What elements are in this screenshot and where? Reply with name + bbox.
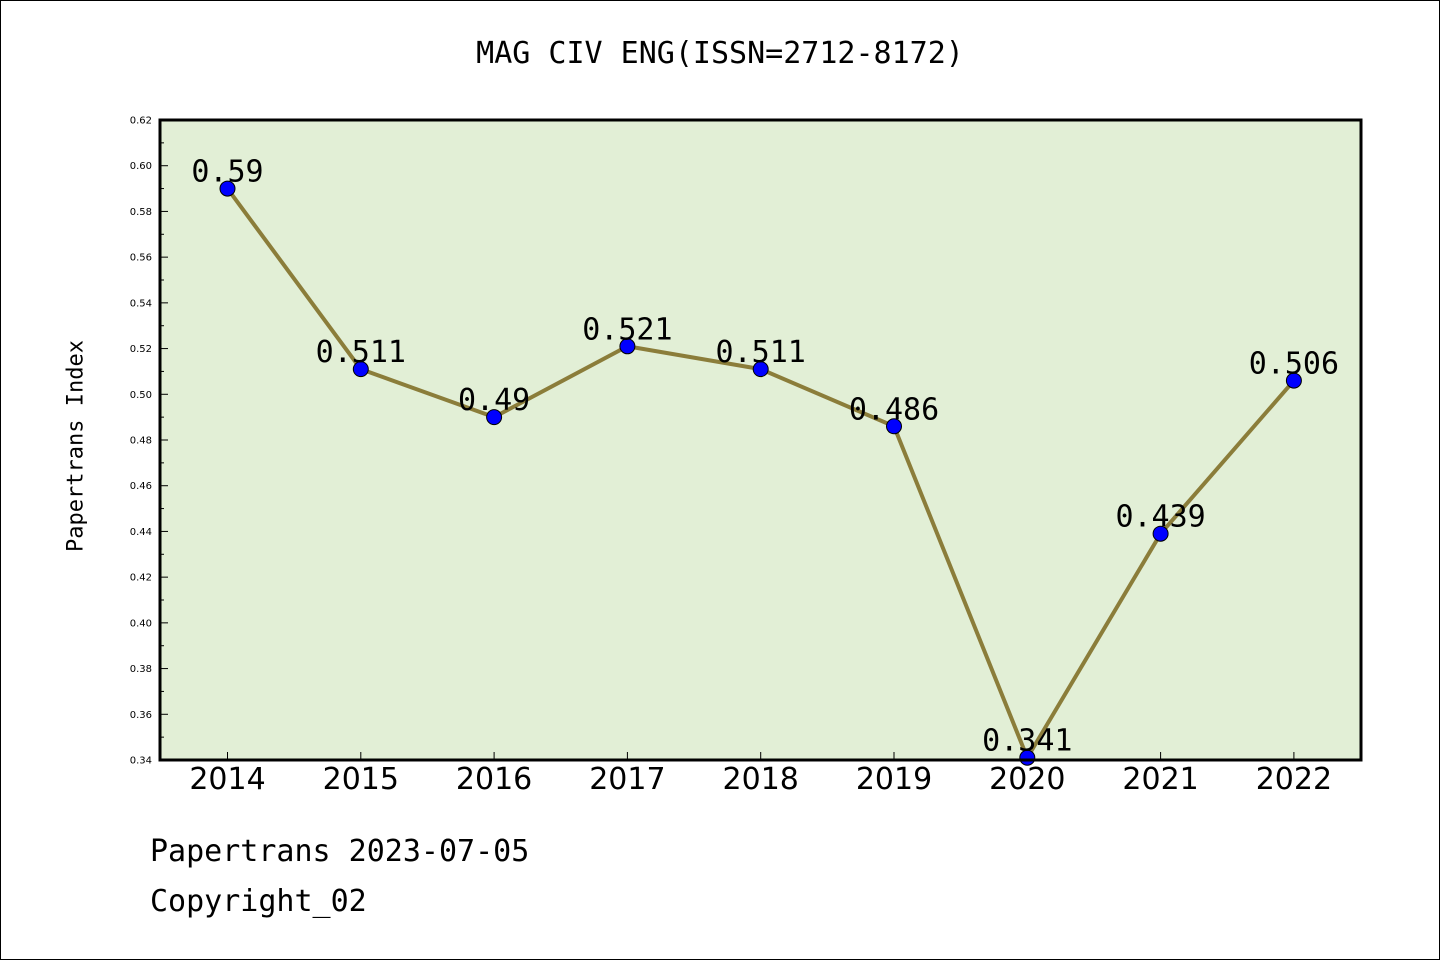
x-tick-label: 2018	[723, 762, 799, 797]
y-tick-label: 0.50	[130, 390, 152, 401]
x-tick-label: 2022	[1256, 762, 1332, 797]
footer-copyright: Copyright_02	[150, 884, 367, 919]
data-point	[619, 338, 636, 355]
y-tick-label: 0.38	[130, 664, 152, 675]
y-tick-label: 0.58	[130, 207, 152, 218]
x-tick-label: 2014	[189, 762, 265, 797]
data-label: 0.49	[458, 383, 530, 418]
y-tick-label: 0.42	[130, 573, 152, 584]
y-tick-label: 0.36	[130, 710, 152, 721]
footer-date: Papertrans 2023-07-05	[150, 834, 530, 869]
y-tick-label: 0.40	[130, 618, 152, 629]
data-point	[219, 180, 236, 197]
data-point	[886, 418, 902, 435]
data-point	[486, 409, 503, 426]
plot-area	[160, 120, 1361, 760]
data-label: 0.521	[582, 312, 672, 347]
x-tick-label: 2020	[989, 762, 1065, 797]
x-tick-label: 2015	[323, 762, 399, 797]
chart-title: MAG CIV ENG(ISSN=2712-8172)	[476, 36, 964, 71]
y-tick-label: 0.34	[130, 756, 152, 767]
data-label: 0.59	[191, 155, 263, 190]
x-tick-label: 2016	[456, 762, 532, 797]
data-point	[1152, 525, 1169, 542]
y-tick-label: 0.44	[130, 527, 152, 538]
x-tick-label: 2019	[856, 762, 932, 797]
data-label: 0.511	[316, 335, 406, 370]
y-tick-label: 0.60	[130, 161, 152, 172]
plot-border	[158, 118, 1363, 762]
data-point	[1285, 372, 1302, 389]
data-label: 0.486	[849, 392, 939, 427]
y-tick-label: 0.56	[130, 253, 152, 264]
x-tick-label: 2017	[589, 762, 665, 797]
data-label: 0.511	[716, 335, 806, 370]
y-tick-label: 0.62	[130, 116, 152, 127]
data-point	[352, 361, 369, 378]
y-tick-label: 0.52	[130, 344, 152, 355]
y-tick-label: 0.54	[130, 298, 152, 309]
data-label: 0.506	[1249, 347, 1339, 382]
y-tick-label: 0.46	[130, 481, 152, 492]
data-label: 0.439	[1115, 500, 1205, 535]
x-tick-label: 2021	[1122, 762, 1198, 797]
y-tick-label: 0.48	[130, 436, 152, 447]
data-point	[752, 361, 769, 378]
data-label: 0.341	[982, 724, 1072, 759]
